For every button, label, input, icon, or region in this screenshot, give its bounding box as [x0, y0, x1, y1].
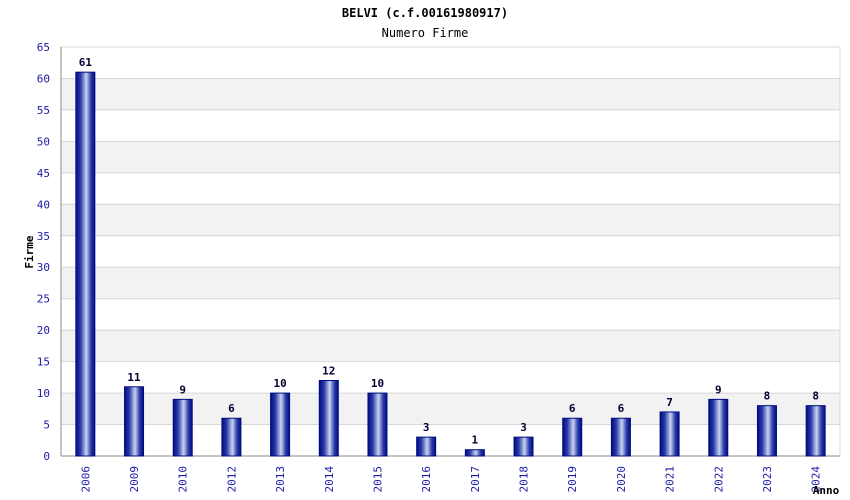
chart-title: BELVI (c.f.00161980917) — [342, 6, 508, 20]
data-label-2015: 10 — [371, 377, 384, 390]
x-tick-label-2016: 2016 — [420, 466, 433, 493]
bar-2020 — [610, 417, 631, 457]
background-bands — [61, 47, 840, 456]
bar-2021 — [659, 411, 680, 457]
grid-band — [61, 78, 840, 110]
data-label-2023: 8 — [764, 390, 771, 403]
data-label-2021: 7 — [666, 396, 673, 409]
bar-2018 — [513, 436, 534, 457]
data-label-2018: 3 — [520, 421, 527, 434]
bar-2012 — [221, 417, 242, 457]
data-label-2006: 61 — [79, 56, 93, 69]
bar-2014 — [318, 379, 339, 457]
x-tick-label-2020: 2020 — [615, 466, 628, 493]
grid-band — [61, 267, 840, 299]
y-tick-label: 5 — [43, 419, 50, 432]
bars — [75, 71, 826, 457]
x-tick-label-2009: 2009 — [128, 466, 141, 493]
y-tick-label: 60 — [37, 72, 50, 85]
x-tick-label-2010: 2010 — [177, 466, 190, 493]
bar-2016 — [416, 436, 437, 457]
grid-band — [61, 235, 840, 268]
x-tick-label-2006: 2006 — [79, 466, 92, 493]
y-tick-labels: 0 5 10 15 20 25 30 35 40 45 50 55 60 65 — [37, 41, 50, 463]
data-label-2017: 1 — [472, 434, 479, 447]
grid-band — [61, 330, 840, 362]
grid-band — [61, 204, 840, 236]
grid-band — [61, 298, 840, 331]
bar-2009 — [124, 386, 145, 457]
data-label-2019: 6 — [569, 402, 576, 415]
x-tick-label-2013: 2013 — [274, 466, 287, 493]
y-tick-label: 55 — [37, 104, 50, 117]
x-tick-label-2012: 2012 — [225, 466, 238, 493]
x-tick-label-2021: 2021 — [664, 466, 677, 493]
x-tick-label-2019: 2019 — [566, 466, 579, 493]
y-tick-label: 40 — [37, 198, 50, 211]
bar-2022 — [708, 398, 729, 457]
bar-2019 — [562, 417, 583, 457]
data-label-2009: 11 — [127, 371, 141, 384]
y-tick-label: 30 — [37, 261, 50, 274]
grid-band — [61, 141, 840, 173]
grid-band — [61, 172, 840, 205]
y-tick-label: 25 — [37, 293, 50, 306]
data-label-2022: 9 — [715, 383, 722, 396]
data-label-2016: 3 — [423, 421, 430, 434]
y-tick-label: 45 — [37, 167, 50, 180]
x-tick-label-2023: 2023 — [761, 466, 774, 493]
y-tick-label: 20 — [37, 324, 50, 337]
gridlines — [61, 46, 840, 457]
y-tick-label: 15 — [37, 356, 50, 369]
bar-2015 — [367, 392, 388, 457]
grid-band — [61, 109, 840, 142]
x-tick-label-2018: 2018 — [518, 466, 531, 493]
x-tick-label-2014: 2014 — [323, 466, 336, 493]
y-tick-label: 0 — [43, 450, 50, 463]
x-tick-label-2017: 2017 — [469, 466, 482, 493]
data-label-2014: 12 — [322, 364, 335, 377]
data-label-2020: 6 — [618, 402, 625, 415]
data-label-2012: 6 — [228, 402, 235, 415]
bar-2024 — [805, 405, 826, 457]
y-tick-label: 10 — [37, 387, 50, 400]
y-tick-label: 65 — [37, 41, 50, 54]
x-tick-label-2022: 2022 — [712, 466, 725, 493]
y-tick-label: 35 — [37, 230, 50, 243]
x-tick-label-2024: 2024 — [810, 466, 823, 493]
chart-subtitle: Numero Firme — [382, 26, 469, 40]
bar-2010 — [172, 398, 193, 457]
x-tick-labels: 2006 2009 2010 2012 2013 2014 2015 2016 2017 2018… — [79, 466, 822, 493]
bar-2006 — [75, 71, 96, 457]
data-label-2013: 10 — [273, 377, 286, 390]
bar-2013 — [270, 392, 291, 457]
y-axis-label: Firme — [23, 235, 36, 268]
data-label-2010: 9 — [179, 383, 186, 396]
grid-band — [61, 361, 840, 394]
bar-2023 — [756, 405, 777, 457]
grid-band — [61, 47, 840, 79]
x-axis-label: Anno — [813, 484, 840, 497]
y-tick-label: 50 — [37, 135, 50, 148]
bar-2017 — [464, 449, 485, 457]
data-labels: 61 11 9 6 10 12 10 3 1 3 6 6 7 9 8 8 — [79, 56, 819, 447]
x-tick-label-2015: 2015 — [371, 466, 384, 493]
data-label-2024: 8 — [812, 390, 819, 403]
